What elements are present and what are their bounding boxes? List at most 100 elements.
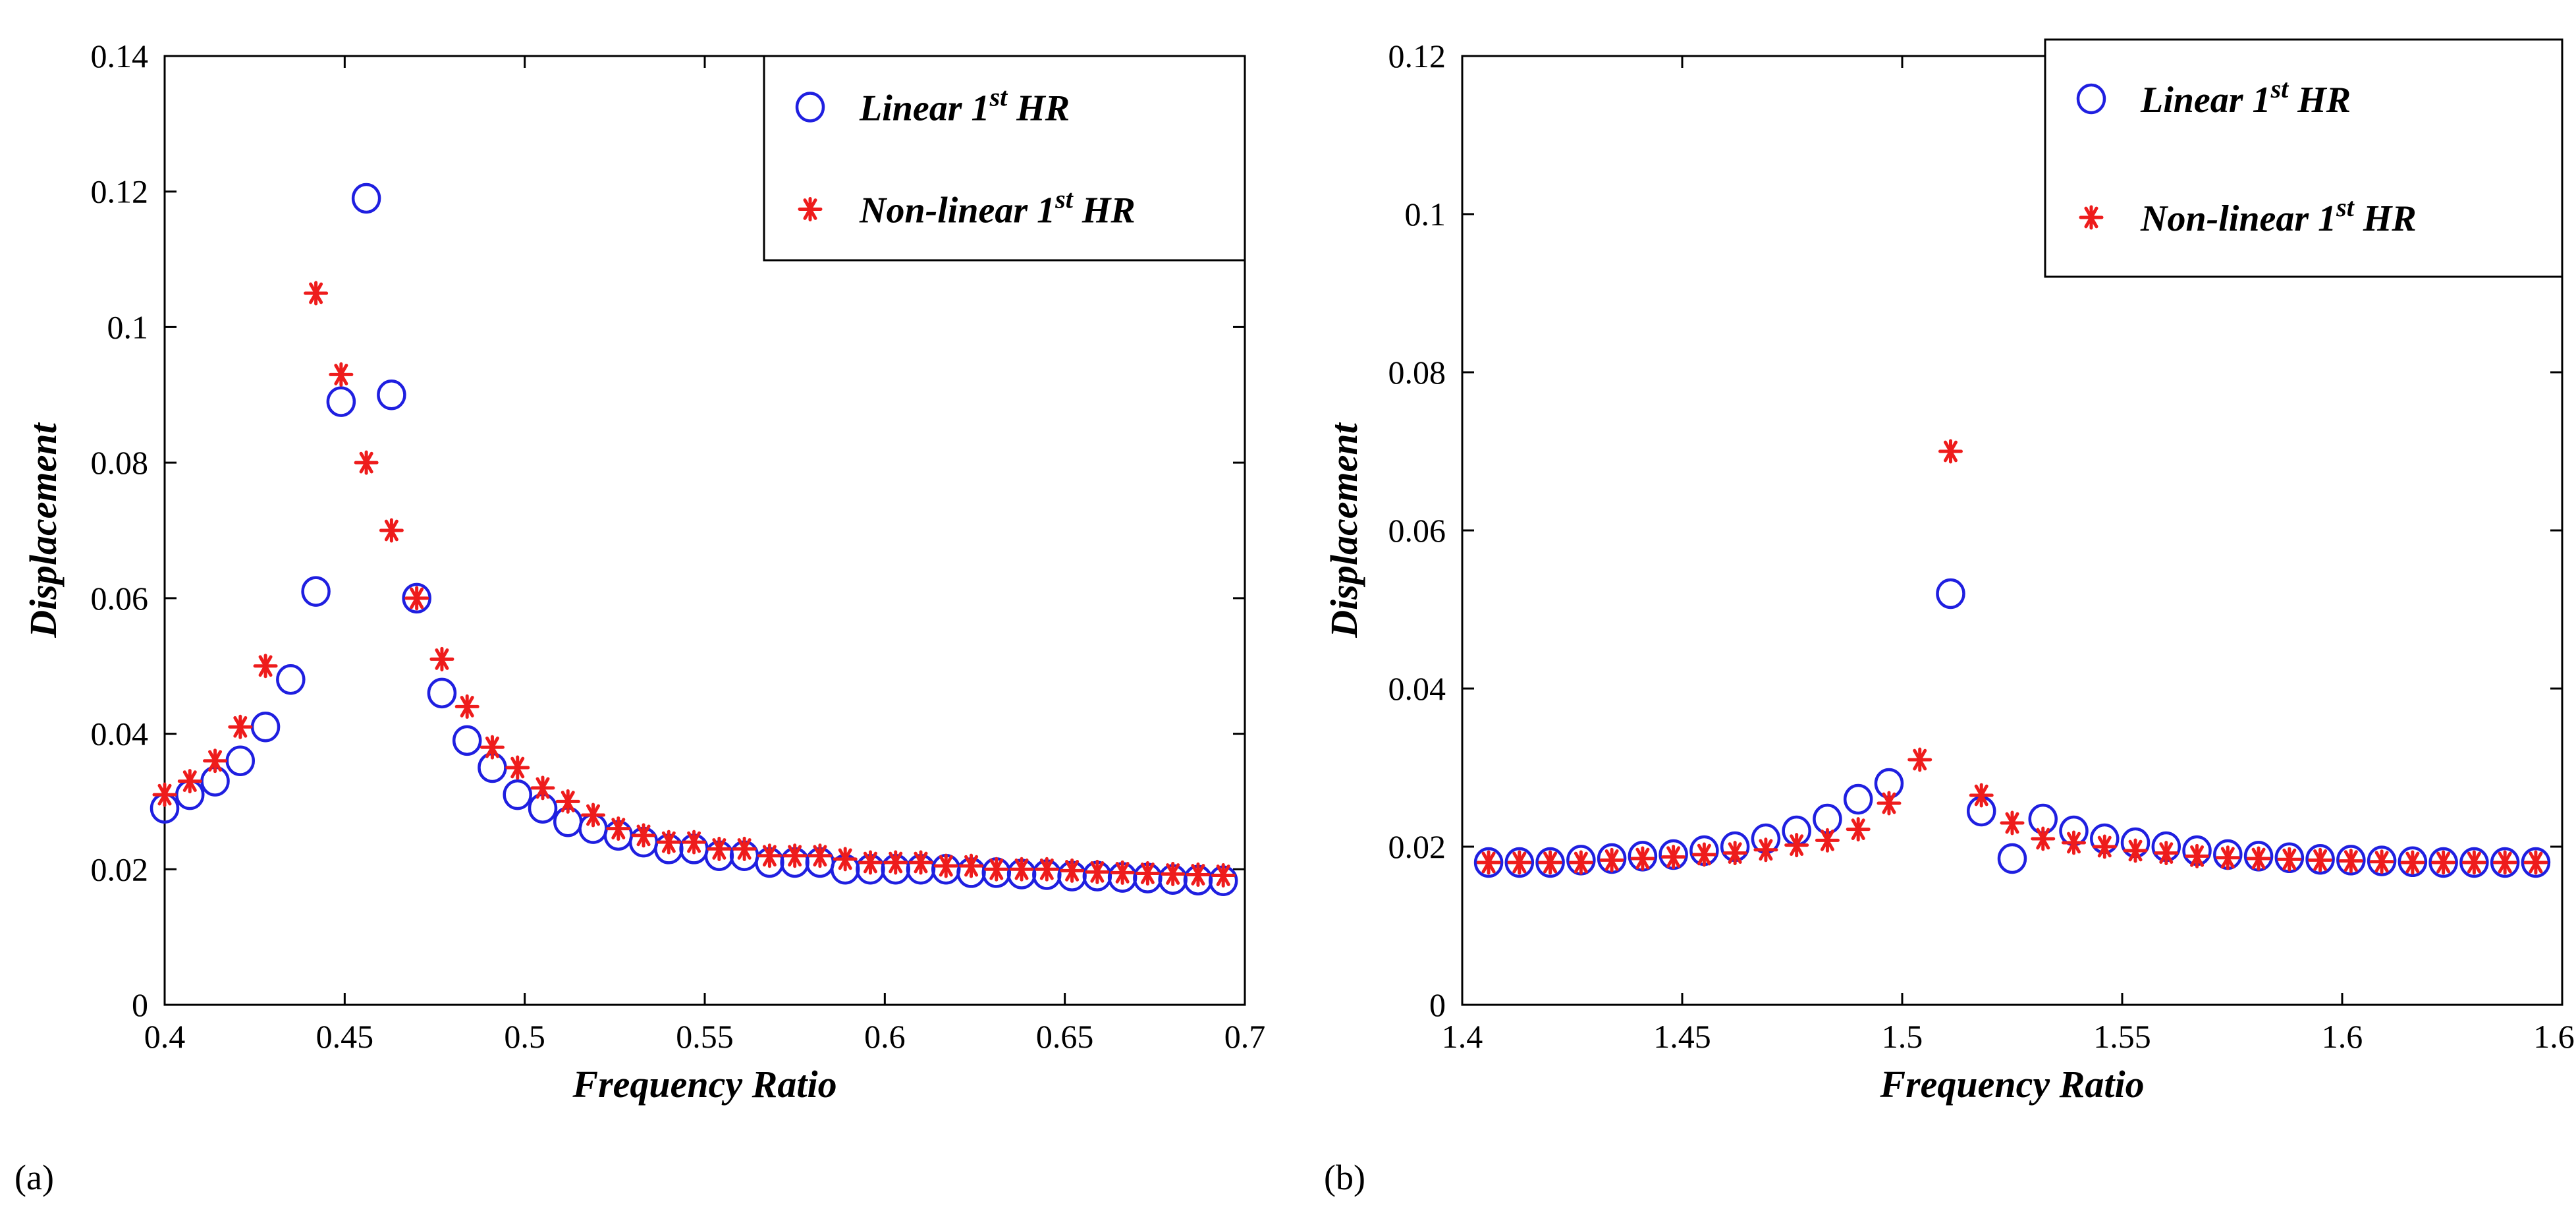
- data-point: [2431, 850, 2456, 875]
- series-nonlinear: [1476, 439, 2548, 875]
- data-point: [2092, 834, 2117, 859]
- y-tick-label: 0.1: [1405, 196, 1446, 233]
- data-point: [833, 847, 858, 872]
- x-tick-label: 0.45: [316, 1018, 374, 1055]
- data-point: [782, 843, 808, 868]
- data-point: [1009, 857, 1034, 882]
- data-point: [505, 755, 530, 780]
- legend-entry-label: Linear 1st HR: [2140, 74, 2351, 121]
- data-point: [1997, 843, 2027, 874]
- data-point: [480, 735, 505, 760]
- data-point: [1060, 858, 1085, 883]
- y-tick-label: 0.04: [91, 716, 149, 752]
- data-point: [2492, 850, 2517, 875]
- legend-entry-label: Non-linear 1st HR: [2140, 192, 2417, 239]
- data-point: [2154, 841, 2179, 866]
- y-tick-label: 0.14: [91, 38, 149, 74]
- x-tick-label: 0.4: [144, 1018, 186, 1055]
- x-tick-label: 1.45: [1653, 1018, 1711, 1055]
- data-point: [555, 789, 580, 814]
- data-point: [707, 836, 732, 861]
- x-tick-label: 0.55: [676, 1018, 734, 1055]
- legend-asterisk-marker: [798, 197, 823, 221]
- legend-entry-label: Linear 1st HR: [859, 82, 1070, 129]
- data-point: [301, 576, 331, 607]
- x-tick-label: 0.65: [1036, 1018, 1094, 1055]
- x-tick-label: 1.5: [1882, 1018, 1923, 1055]
- x-axis-label: Frequency Ratio: [572, 1063, 836, 1106]
- y-tick-label: 0: [1429, 986, 1446, 1023]
- data-point: [908, 850, 933, 875]
- data-point: [351, 183, 381, 214]
- data-point: [2123, 838, 2148, 863]
- data-point: [1753, 837, 1778, 862]
- data-point: [276, 664, 306, 695]
- data-point: [2428, 847, 2458, 878]
- data-point: [2308, 847, 2333, 872]
- y-tick-label: 0.02: [91, 851, 149, 888]
- data-point: [225, 745, 256, 776]
- data-point: [883, 850, 908, 875]
- data-point: [354, 450, 379, 475]
- data-point: [452, 725, 482, 756]
- data-point: [1597, 843, 1627, 874]
- data-point: [2338, 849, 2363, 874]
- data-point: [2369, 849, 2394, 874]
- data-point: [427, 677, 457, 709]
- data-point: [1110, 860, 1135, 885]
- data-point: [757, 843, 782, 868]
- x-tick-label: 0.6: [864, 1018, 906, 1055]
- data-point: [1661, 845, 1686, 870]
- data-point: [329, 362, 354, 387]
- data-point: [2398, 846, 2428, 878]
- data-point: [177, 769, 202, 794]
- y-tick-label: 0.08: [91, 444, 149, 481]
- data-point: [429, 646, 454, 671]
- data-point: [1507, 850, 1532, 875]
- data-point: [933, 853, 958, 878]
- data-point: [2336, 845, 2366, 876]
- data-point: [808, 843, 833, 868]
- y-tick-label: 0.12: [1388, 38, 1446, 74]
- y-tick-label: 0.06: [91, 580, 149, 617]
- data-point: [732, 836, 757, 861]
- y-tick-label: 0.04: [1388, 670, 1446, 707]
- data-point: [2400, 850, 2425, 875]
- y-tick-label: 0.02: [1388, 828, 1446, 865]
- data-point: [2185, 843, 2210, 868]
- data-point: [1211, 863, 1236, 888]
- data-point: [656, 830, 681, 855]
- legend-asterisk-marker: [2079, 205, 2104, 230]
- data-point: [203, 749, 228, 774]
- data-point: [1630, 846, 1655, 871]
- panel-label: (a): [14, 1158, 54, 1197]
- legend-circle-marker: [795, 92, 825, 123]
- data-point: [1784, 833, 1809, 858]
- legend-box: [2044, 38, 2563, 278]
- legend: Linear 1st HR Non-linear 1st HR: [763, 55, 1246, 262]
- data-point: [1691, 842, 1716, 867]
- data-point: [1843, 783, 1873, 815]
- data-point: [1969, 783, 1994, 808]
- data-point: [1938, 439, 1963, 464]
- data-point: [1722, 841, 1747, 866]
- y-tick-label: 0.12: [91, 173, 149, 210]
- data-point: [1135, 861, 1160, 886]
- y-axis-label: Displacement: [1323, 422, 1365, 638]
- data-point: [2246, 846, 2271, 871]
- data-point: [2274, 842, 2305, 874]
- data-point: [454, 694, 480, 719]
- data-point: [1085, 859, 1110, 884]
- data-point: [402, 582, 431, 614]
- data-point: [581, 803, 606, 828]
- data-point: [1504, 847, 1535, 878]
- data-point: [404, 586, 429, 611]
- data-point: [1936, 578, 1965, 609]
- y-tick-label: 0: [132, 986, 148, 1023]
- data-point: [984, 857, 1009, 882]
- x-tick-label: 0.5: [504, 1018, 545, 1055]
- x-tick-label: 0.7: [1224, 1018, 1266, 1055]
- chart-panel-a: 0.4 0.45 0.5 0.55 0.6 0.65 0.7 0 0.02 0.04 0.06 0.0…: [14, 38, 1265, 1197]
- data-point: [1473, 847, 1504, 878]
